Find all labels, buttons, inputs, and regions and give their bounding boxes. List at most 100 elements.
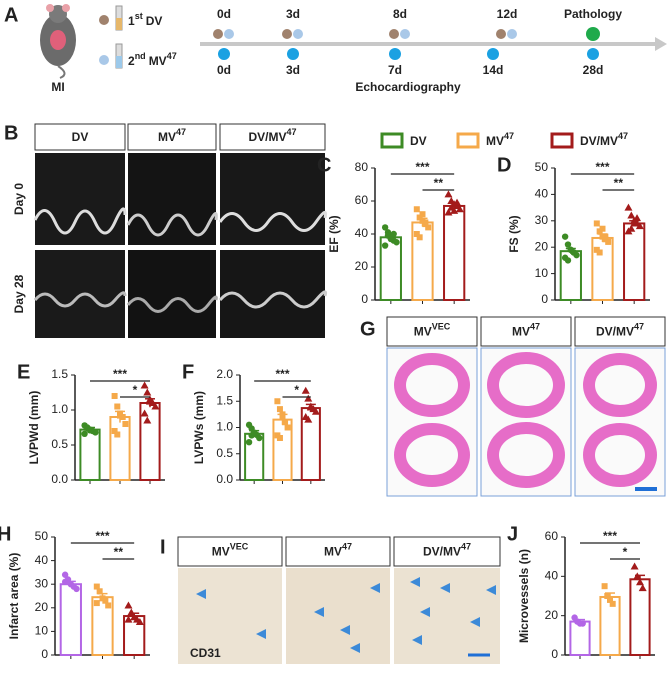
header-label: MV47	[158, 127, 186, 144]
header-label-part: 47	[461, 542, 471, 552]
y-tick-label: 20	[535, 239, 549, 253]
significance-label: **	[434, 176, 444, 190]
data-point	[630, 562, 639, 570]
y-tick-label: 1.0	[216, 420, 233, 434]
data-point	[604, 593, 611, 599]
data-point	[124, 601, 133, 609]
data-point	[127, 608, 136, 616]
data-point	[624, 203, 633, 211]
data-point	[279, 411, 286, 418]
top-day-label: 12d	[497, 7, 518, 21]
histology-images	[386, 347, 666, 497]
y-tick-label: 40	[35, 553, 49, 567]
y-tick-label: 40	[535, 187, 549, 201]
data-point	[596, 249, 603, 256]
data-point	[609, 600, 616, 607]
data-point	[630, 219, 639, 227]
mv-dot	[400, 29, 410, 39]
significance-label: **	[614, 176, 624, 190]
header-label-part: 47	[176, 127, 186, 137]
y-tick-label: 40	[545, 569, 559, 583]
timeline-arrow	[655, 37, 667, 51]
treatment-label: 2nd MV47	[128, 51, 177, 68]
data-point	[413, 206, 420, 213]
data-point	[381, 242, 389, 249]
y-tick-label: 0.0	[216, 472, 233, 486]
y-tick-label: 0.5	[51, 437, 68, 451]
header-label-part: DV/MV	[596, 325, 634, 339]
data-point	[564, 241, 572, 248]
panel-label: I	[160, 536, 166, 558]
significance-label: *	[294, 383, 299, 397]
data-point	[627, 211, 636, 219]
data-point	[111, 393, 118, 399]
cd31-images	[178, 568, 500, 664]
treatment-label-part: nd	[135, 51, 146, 61]
data-point	[73, 585, 80, 593]
echo-dot	[587, 48, 599, 60]
y-axis-label: FS (%)	[507, 215, 521, 252]
data-point	[579, 620, 586, 627]
data-point	[61, 571, 69, 578]
header-label-part: MV	[158, 130, 176, 144]
echo-dot	[487, 48, 499, 60]
y-tick-label: 60	[545, 529, 559, 543]
row-label: Day 0	[12, 183, 26, 215]
header-label: MV47	[324, 542, 352, 559]
bar	[623, 222, 646, 301]
treatment-label-part: 1	[128, 14, 135, 28]
data-point	[419, 211, 426, 218]
data-point	[602, 233, 609, 240]
panel-label: A	[4, 4, 18, 26]
header-label-part: 47	[530, 322, 540, 332]
treatment-label-part: 47	[167, 51, 177, 61]
y-tick-label: 30	[535, 213, 549, 227]
header-label-part: 47	[287, 127, 297, 137]
bottom-day-label: 28d	[583, 63, 604, 77]
pathology-dot	[586, 27, 600, 41]
header-label-part: DV/MV	[423, 545, 461, 559]
panel-label: E	[17, 361, 30, 383]
data-point	[93, 600, 100, 607]
data-point	[564, 257, 572, 264]
data-point	[416, 234, 423, 241]
data-point	[146, 397, 154, 405]
significance-label: *	[623, 545, 628, 559]
bar	[79, 428, 101, 482]
header-box	[219, 123, 326, 151]
top-day-label: 0d	[217, 7, 231, 21]
data-point	[599, 225, 606, 232]
y-tick-label: 10	[535, 266, 549, 280]
data-point	[422, 219, 429, 226]
legend-swatch	[456, 132, 480, 149]
y-tick-label: 2.0	[216, 367, 233, 381]
y-tick-label: 10	[35, 624, 49, 638]
data-point	[636, 578, 644, 586]
y-tick-label: 1.0	[51, 402, 68, 416]
y-axis-label: LVPWs (mm)	[192, 391, 206, 464]
treatment-label-part: DV	[146, 14, 163, 28]
y-tick-label: 60	[355, 193, 369, 207]
y-tick-label: 0.0	[51, 472, 68, 486]
data-point	[390, 230, 397, 238]
data-point	[381, 224, 389, 231]
header-box	[574, 316, 666, 347]
data-point	[92, 429, 99, 436]
legend-label-part: DV	[410, 134, 427, 148]
echo-images	[33, 153, 328, 338]
model-label: MI	[51, 80, 64, 94]
header-label: DV/MV47	[596, 322, 644, 339]
data-point	[593, 220, 600, 227]
y-axis-label: LVPWd (mm)	[27, 391, 41, 465]
header-label-part: VEC	[432, 322, 451, 332]
significance-label: ***	[95, 529, 109, 543]
y-tick-label: 20	[35, 600, 49, 614]
header-label-part: MV	[324, 545, 342, 559]
mv-dot	[224, 29, 234, 39]
y-tick-label: 30	[35, 576, 49, 590]
y-tick-label: 20	[355, 259, 369, 273]
significance-label: **	[114, 545, 124, 559]
data-point	[601, 583, 608, 590]
treatment-label-part: MV	[149, 54, 167, 68]
panel-label: B	[4, 122, 18, 144]
